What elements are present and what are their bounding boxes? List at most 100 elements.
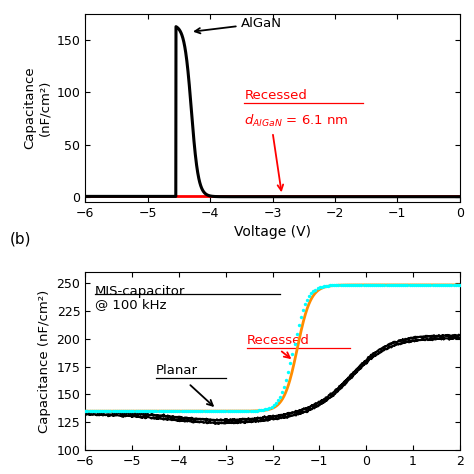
Point <box>343 281 351 289</box>
Point <box>278 389 286 396</box>
Point <box>163 408 171 415</box>
Point <box>128 408 135 415</box>
Point <box>335 281 342 289</box>
Point <box>117 408 125 415</box>
Point <box>234 407 242 415</box>
Point <box>276 393 283 401</box>
Point <box>268 403 275 410</box>
Point <box>240 407 248 415</box>
Point <box>96 408 104 415</box>
Point <box>192 408 200 415</box>
Point <box>209 408 217 415</box>
Point <box>140 408 148 415</box>
Text: Recessed: Recessed <box>247 334 310 347</box>
Point <box>153 408 160 415</box>
Point <box>297 313 305 321</box>
Point <box>370 281 378 289</box>
Point <box>328 282 336 289</box>
Point <box>454 281 462 289</box>
Point <box>207 408 215 415</box>
Point <box>356 281 363 289</box>
Point <box>439 281 447 289</box>
Point <box>100 408 108 415</box>
Point <box>429 281 437 289</box>
Point <box>379 281 386 289</box>
Point <box>111 408 118 415</box>
Point <box>245 407 252 415</box>
Point <box>182 408 190 415</box>
Point <box>255 407 263 414</box>
Point <box>155 408 162 415</box>
Point <box>408 281 415 289</box>
Point <box>247 407 255 415</box>
Point <box>393 281 401 289</box>
Point <box>425 281 432 289</box>
Point <box>406 281 413 289</box>
Point <box>308 290 315 297</box>
Point <box>283 376 290 384</box>
Point <box>238 407 246 415</box>
Point <box>427 281 434 289</box>
Point <box>320 283 328 290</box>
Point <box>404 281 411 289</box>
Point <box>98 408 106 415</box>
Point <box>400 281 407 289</box>
Text: MIS-capacitor: MIS-capacitor <box>95 285 185 298</box>
Point <box>86 408 93 415</box>
Point <box>447 281 455 289</box>
Point <box>364 281 372 289</box>
Point <box>412 281 419 289</box>
Point <box>293 330 301 338</box>
Point <box>299 306 307 314</box>
Point <box>264 405 271 412</box>
Point <box>259 406 267 414</box>
Point <box>107 408 114 415</box>
Point <box>387 281 394 289</box>
Point <box>280 383 288 391</box>
Point <box>358 281 365 289</box>
Point <box>199 408 206 415</box>
Point <box>257 406 265 414</box>
Point <box>274 397 282 404</box>
Point <box>219 407 227 415</box>
Point <box>194 408 202 415</box>
Point <box>123 408 131 415</box>
Text: (b): (b) <box>9 232 31 247</box>
Point <box>431 281 438 289</box>
Point <box>337 281 344 289</box>
Point <box>372 281 380 289</box>
Point <box>444 281 451 289</box>
Point <box>211 408 219 415</box>
Point <box>374 281 382 289</box>
Point <box>351 281 359 289</box>
Point <box>316 283 323 291</box>
Point <box>138 408 146 415</box>
Point <box>165 408 173 415</box>
Point <box>289 350 296 357</box>
Point <box>450 281 457 289</box>
Point <box>249 407 256 415</box>
Point <box>324 282 332 290</box>
Point <box>376 281 384 289</box>
Point <box>347 281 355 289</box>
Point <box>401 281 409 289</box>
Point <box>303 296 311 304</box>
Point <box>420 281 428 289</box>
Point <box>265 404 273 412</box>
Point <box>173 408 181 415</box>
Point <box>102 408 110 415</box>
Point <box>136 408 144 415</box>
Point <box>113 408 120 415</box>
Point <box>287 359 294 367</box>
Point <box>92 408 100 415</box>
Point <box>176 408 183 415</box>
Point <box>188 408 196 415</box>
Point <box>437 281 445 289</box>
Point <box>385 281 392 289</box>
Point <box>314 284 321 292</box>
Point <box>305 292 313 300</box>
Point <box>232 407 240 415</box>
Point <box>366 281 374 289</box>
Point <box>397 281 405 289</box>
Point <box>326 282 334 289</box>
